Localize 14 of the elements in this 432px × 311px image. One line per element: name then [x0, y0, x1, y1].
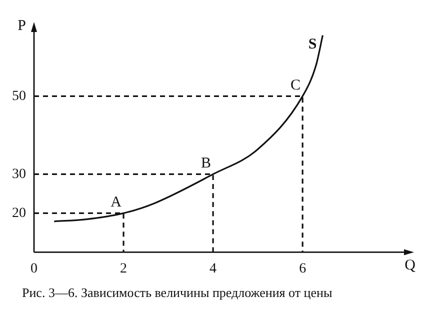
x-tick-label: 4 [210, 261, 217, 276]
x-axis-title: Q [404, 258, 416, 274]
annotation: C [290, 78, 301, 94]
text: Рис. 3—6. Зависимость величины предложения от цены [21, 285, 334, 301]
y-tick-label: 30 [12, 166, 26, 182]
y-tick-label: 20 [12, 206, 26, 221]
annotation: B [201, 156, 212, 172]
series-label: S [308, 36, 317, 53]
x-tick-label: 2 [120, 261, 128, 276]
x-tick-label: 6 [299, 261, 306, 276]
y-tick-label: 50 [12, 88, 26, 104]
x-tick-label: 0 [30, 261, 38, 276]
annotation: A [110, 194, 122, 211]
y-axis-title: P [18, 18, 26, 34]
